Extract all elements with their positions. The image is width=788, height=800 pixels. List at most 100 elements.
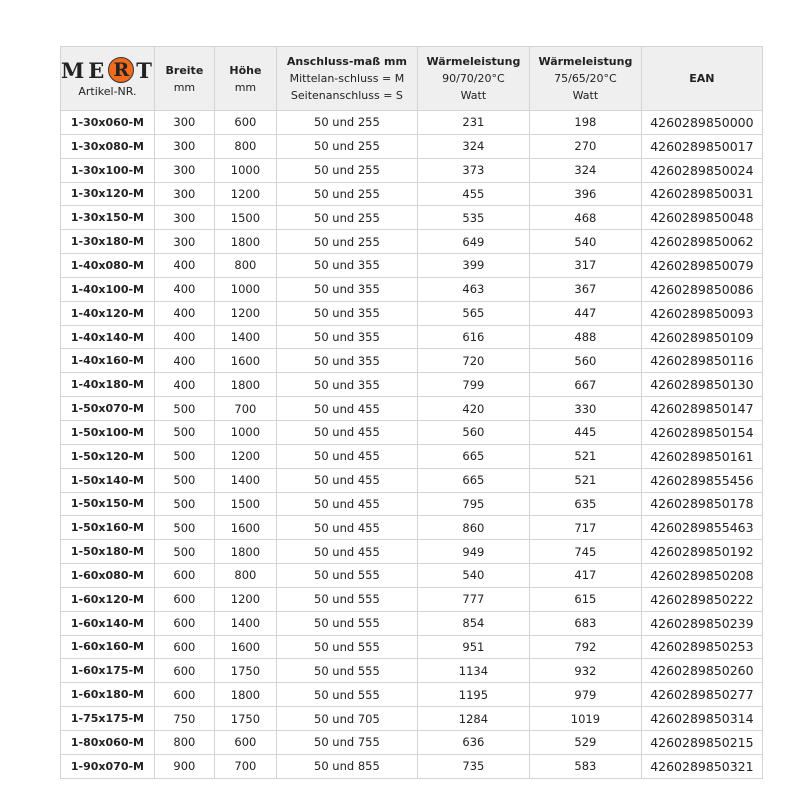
cell-waermeleistung-75: 540 bbox=[528, 229, 642, 255]
cell-breite: 500 bbox=[153, 396, 215, 421]
cell-waermeleistung-75: 447 bbox=[528, 300, 642, 326]
cell-waermeleistung-75: 979 bbox=[528, 682, 642, 708]
cell-waermeleistung-75: 417 bbox=[528, 563, 642, 588]
cell-anschluss: 50 und 455 bbox=[275, 419, 418, 445]
cell-artikel: 1-40x140-M bbox=[60, 324, 155, 350]
cell-waermeleistung-75: 683 bbox=[528, 610, 642, 636]
cell-hoehe: 1500 bbox=[213, 491, 277, 517]
cell-hoehe: 700 bbox=[213, 753, 277, 779]
cell-ean: 4260289850079 bbox=[640, 253, 763, 278]
cell-artikel: 1-50x150-M bbox=[60, 491, 155, 517]
cell-breite: 400 bbox=[153, 300, 215, 326]
cell-hoehe: 1400 bbox=[213, 610, 277, 636]
cell-anschluss: 50 und 555 bbox=[275, 610, 418, 636]
cell-anschluss: 50 und 455 bbox=[275, 396, 418, 421]
cell-waermeleistung-90: 324 bbox=[416, 133, 530, 159]
cell-hoehe: 800 bbox=[213, 253, 277, 278]
table-row: 1-30x120-M 300 1200 50 und 255 455 396 4260289… bbox=[60, 181, 763, 207]
cell-artikel: 1-30x100-M bbox=[60, 157, 155, 183]
table-row: 1-75x175-M 750 1750 50 und 705 1284 1019 42602… bbox=[60, 706, 763, 731]
cell-waermeleistung-90: 665 bbox=[416, 467, 530, 493]
cell-ean: 4260289850116 bbox=[640, 348, 763, 374]
cell-ean: 4260289850109 bbox=[640, 324, 763, 350]
cell-waermeleistung-90: 616 bbox=[416, 324, 530, 350]
cell-waermeleistung-75: 270 bbox=[528, 133, 642, 159]
cell-artikel: 1-40x080-M bbox=[60, 253, 155, 278]
cell-waermeleistung-90: 777 bbox=[416, 586, 530, 612]
table-row: 1-80x060-M 800 600 50 und 755 636 529 42602898… bbox=[60, 729, 763, 755]
table-row: 1-40x180-M 400 1800 50 und 355 799 667 4260289… bbox=[60, 372, 763, 398]
cell-waermeleistung-75: 521 bbox=[528, 443, 642, 469]
cell-artikel: 1-60x180-M bbox=[60, 682, 155, 708]
cell-artikel: 1-60x160-M bbox=[60, 634, 155, 660]
cell-hoehe: 800 bbox=[213, 133, 277, 159]
cell-ean: 4260289850314 bbox=[640, 706, 763, 731]
cell-waermeleistung-90: 1134 bbox=[416, 658, 530, 684]
cell-waermeleistung-75: 667 bbox=[528, 372, 642, 398]
table-row: 1-90x070-M 900 700 50 und 855 735 583 42602898… bbox=[60, 753, 763, 779]
cell-artikel: 1-50x120-M bbox=[60, 443, 155, 469]
cell-anschluss: 50 und 355 bbox=[275, 300, 418, 326]
cell-artikel: 1-50x180-M bbox=[60, 539, 155, 565]
cell-anschluss: 50 und 255 bbox=[275, 110, 418, 135]
cell-waermeleistung-75: 583 bbox=[528, 753, 642, 779]
cell-waermeleistung-75: 521 bbox=[528, 467, 642, 493]
cell-waermeleistung-75: 615 bbox=[528, 586, 642, 612]
cell-breite: 500 bbox=[153, 467, 215, 493]
cell-anschluss: 50 und 705 bbox=[275, 706, 418, 731]
cell-waermeleistung-90: 951 bbox=[416, 634, 530, 660]
cell-anschluss: 50 und 255 bbox=[275, 133, 418, 159]
cell-hoehe: 1800 bbox=[213, 682, 277, 708]
cell-waermeleistung-90: 949 bbox=[416, 539, 530, 565]
cell-breite: 500 bbox=[153, 443, 215, 469]
cell-anschluss: 50 und 455 bbox=[275, 443, 418, 469]
cell-breite: 600 bbox=[153, 634, 215, 660]
cell-hoehe: 700 bbox=[213, 396, 277, 421]
cell-waermeleistung-75: 445 bbox=[528, 419, 642, 445]
cell-breite: 900 bbox=[153, 753, 215, 779]
table-row: 1-50x120-M 500 1200 50 und 455 665 521 4260289… bbox=[60, 443, 763, 469]
cell-hoehe: 1000 bbox=[213, 276, 277, 302]
cell-breite: 400 bbox=[153, 276, 215, 302]
cell-waermeleistung-75: 330 bbox=[528, 396, 642, 421]
cell-artikel: 1-60x140-M bbox=[60, 610, 155, 636]
cell-waermeleistung-90: 463 bbox=[416, 276, 530, 302]
cell-anschluss: 50 und 255 bbox=[275, 205, 418, 231]
cell-ean: 4260289850017 bbox=[640, 133, 763, 159]
cell-waermeleistung-75: 529 bbox=[528, 729, 642, 755]
cell-ean: 4260289850260 bbox=[640, 658, 763, 684]
cell-artikel: 1-40x120-M bbox=[60, 300, 155, 326]
cell-anschluss: 50 und 855 bbox=[275, 753, 418, 779]
cell-hoehe: 600 bbox=[213, 110, 277, 135]
cell-ean: 4260289850048 bbox=[640, 205, 763, 231]
header-ean: EAN bbox=[640, 46, 763, 111]
cell-waermeleistung-75: 488 bbox=[528, 324, 642, 350]
header-breite: Breite mm bbox=[153, 46, 215, 111]
cell-waermeleistung-75: 717 bbox=[528, 515, 642, 541]
cell-breite: 300 bbox=[153, 229, 215, 255]
table-row: 1-50x070-M 500 700 50 und 455 420 330 42602898… bbox=[60, 396, 763, 421]
cell-waermeleistung-90: 854 bbox=[416, 610, 530, 636]
cell-hoehe: 1600 bbox=[213, 348, 277, 374]
cell-waermeleistung-90: 860 bbox=[416, 515, 530, 541]
cell-anschluss: 50 und 555 bbox=[275, 658, 418, 684]
cell-waermeleistung-75: 317 bbox=[528, 253, 642, 278]
table-row: 1-40x160-M 400 1600 50 und 355 720 560 4260289… bbox=[60, 348, 763, 374]
table-row: 1-40x080-M 400 800 50 und 355 399 317 42602898… bbox=[60, 253, 763, 278]
table-row: 1-50x100-M 500 1000 50 und 455 560 445 4260289… bbox=[60, 419, 763, 445]
cell-breite: 400 bbox=[153, 348, 215, 374]
cell-waermeleistung-90: 565 bbox=[416, 300, 530, 326]
cell-ean: 4260289850192 bbox=[640, 539, 763, 565]
cell-artikel: 1-30x080-M bbox=[60, 133, 155, 159]
header-anschluss: Anschluss-maß mm Mittelan-schluss = M Seit… bbox=[275, 46, 418, 111]
cell-waermeleistung-90: 1195 bbox=[416, 682, 530, 708]
cell-breite: 300 bbox=[153, 157, 215, 183]
cell-waermeleistung-90: 373 bbox=[416, 157, 530, 183]
cell-waermeleistung-75: 745 bbox=[528, 539, 642, 565]
header-waermeleistung-90: Wärmeleistung 90/70/20°C Watt bbox=[416, 46, 530, 111]
cell-hoehe: 1200 bbox=[213, 443, 277, 469]
cell-hoehe: 1200 bbox=[213, 181, 277, 207]
